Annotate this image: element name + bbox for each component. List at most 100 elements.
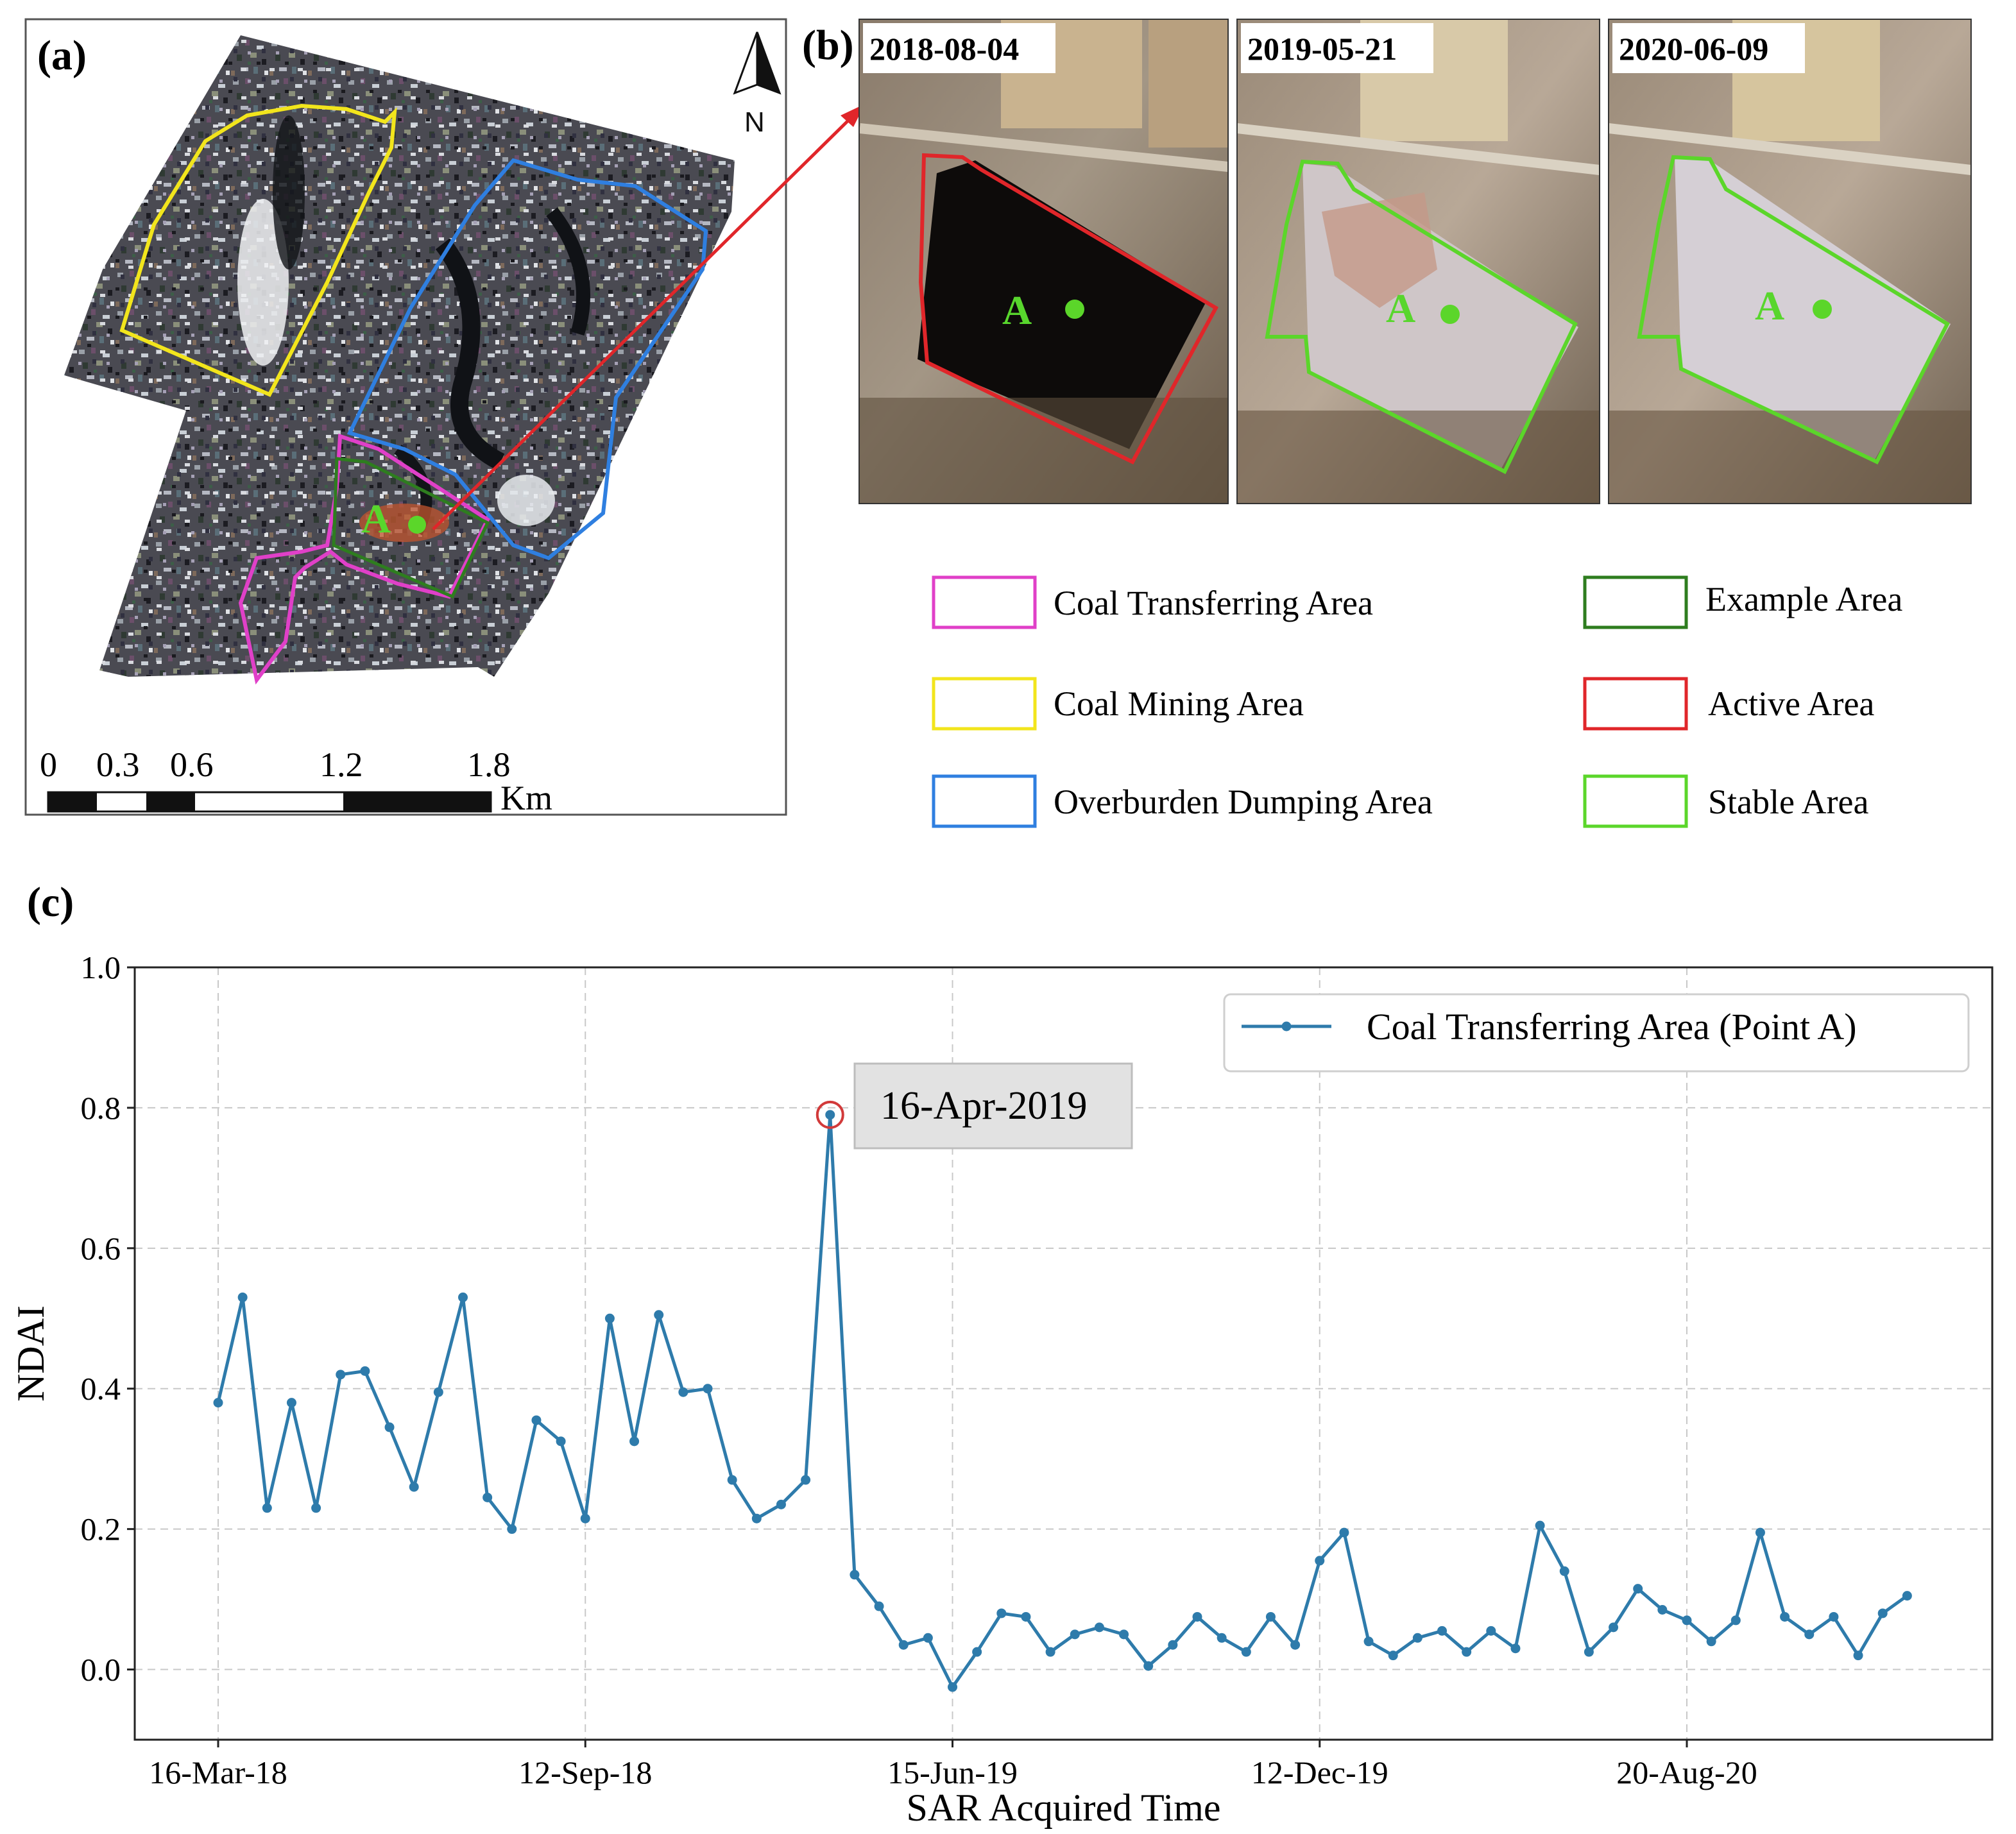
stable-area-outline-2019 — [1265, 159, 1578, 475]
data-point — [1657, 1605, 1668, 1615]
legend-label-overburden: Overburden Dumping Area — [1054, 783, 1433, 821]
data-point — [1829, 1611, 1839, 1622]
data-point — [1339, 1527, 1349, 1538]
data-point — [1265, 1611, 1276, 1622]
peak-annotation-label: 16-Apr-2019 — [880, 1084, 1087, 1128]
panel-a: (a) A N 0 0.3 0.6 — [24, 18, 865, 817]
peak-highlight-circle — [816, 1100, 844, 1129]
north-arrow: N — [733, 31, 782, 138]
data-point — [1217, 1633, 1227, 1643]
data-point — [1363, 1636, 1374, 1647]
data-point — [898, 1640, 909, 1650]
stable-area-outline-2020 — [1637, 155, 1950, 464]
optical-image-2018 — [859, 19, 1228, 504]
point-a-marker-2018 — [1065, 300, 1084, 319]
data-point — [1437, 1626, 1447, 1636]
legend-swatch-active — [1583, 677, 1688, 731]
legend-swatch-coal-mining — [932, 677, 1037, 731]
point-a-marker-2020 — [1813, 300, 1832, 319]
data-point — [1462, 1647, 1472, 1657]
data-point — [1388, 1651, 1398, 1661]
y-tick-label: 0.2 — [81, 1511, 121, 1547]
data-point — [458, 1292, 468, 1302]
data-point — [1119, 1629, 1129, 1640]
data-point — [1584, 1647, 1594, 1657]
data-point — [948, 1682, 957, 1692]
data-point — [923, 1633, 933, 1643]
x-tick-label: 12-Dec-19 — [1251, 1754, 1388, 1790]
y-axis-title: NDAI — [10, 1305, 52, 1402]
data-point — [286, 1398, 296, 1408]
date-label-2020: 2020-06-09 — [1619, 31, 1768, 67]
data-point — [360, 1366, 370, 1376]
data-point — [1730, 1615, 1741, 1626]
optical-frame-2020 — [1608, 19, 1972, 504]
data-point — [556, 1436, 566, 1447]
y-tick-label: 0.8 — [81, 1090, 121, 1126]
scale-bar: 0 0.3 0.6 1.2 1.8 Km — [40, 745, 552, 817]
map-outlines — [119, 103, 708, 685]
point-a-label-2018: A — [1002, 287, 1032, 333]
data-point — [262, 1503, 272, 1513]
data-point — [703, 1384, 713, 1394]
data-point — [1682, 1615, 1692, 1626]
legend-label-stable: Stable Area — [1708, 783, 1868, 821]
data-point — [384, 1422, 395, 1432]
data-point — [531, 1415, 542, 1425]
scale-unit: Km — [500, 779, 552, 817]
legend-label-example: Example Area — [1705, 580, 1902, 618]
chart-legend-box — [1223, 993, 1970, 1073]
ndai-line-chart: 0.0 0.2 0.4 0.6 0.8 1.0 16-Mar-18 12-Sep-18 15-J… — [10, 949, 1994, 1829]
data-point — [1192, 1611, 1202, 1622]
data-point — [1510, 1643, 1521, 1654]
data-point — [1070, 1629, 1080, 1640]
panel-c: (c) 0.0 0.2 0.4 0.6 0.8 1.0 16-Mar-18 12-Sep-18… — [10, 879, 1994, 1829]
data-point — [1168, 1640, 1178, 1650]
data-point — [311, 1503, 321, 1513]
legend-swatch-example — [1583, 575, 1688, 629]
chart-legend-label: Coal Transferring Area (Point A) — [1367, 1006, 1857, 1048]
data-point — [1315, 1556, 1325, 1566]
optical-image-2020 — [1609, 19, 1971, 504]
overburden-dumping-area-outline — [346, 158, 708, 561]
data-point — [433, 1387, 443, 1397]
y-tick-label: 0.0 — [81, 1652, 121, 1688]
point-a-label-map: A — [361, 496, 391, 541]
data-point — [1780, 1611, 1790, 1622]
panel-a-letter: (a) — [37, 32, 87, 79]
data-point — [678, 1387, 688, 1397]
data-point — [825, 1110, 835, 1120]
data-point — [1143, 1661, 1154, 1671]
data-point — [1755, 1527, 1765, 1538]
y-tick-label: 1.0 — [81, 949, 121, 985]
legend-label-coal-mining: Coal Mining Area — [1054, 684, 1304, 723]
data-point — [629, 1436, 640, 1447]
data-point — [237, 1292, 248, 1302]
data-point — [1877, 1608, 1888, 1618]
x-tick-label: 16-Mar-18 — [149, 1754, 287, 1790]
data-point — [727, 1475, 737, 1485]
x-axis-title: SAR Acquired Time — [906, 1787, 1220, 1829]
x-tick-label: 12-Sep-18 — [518, 1754, 652, 1790]
data-point — [1559, 1566, 1569, 1576]
scale-tick-0: 0 — [40, 745, 57, 784]
data-point — [874, 1601, 884, 1611]
data-point — [580, 1513, 590, 1524]
legend-swatch-coal-transferring — [932, 575, 1037, 629]
zoom-connector-line — [432, 113, 856, 531]
y-tick-label: 0.4 — [81, 1371, 121, 1407]
data-point — [776, 1499, 786, 1509]
data-point — [1094, 1622, 1104, 1633]
x-tick-label: 15-Jun-19 — [887, 1754, 1018, 1790]
point-a-label-2019: A — [1386, 285, 1415, 331]
data-point — [483, 1492, 493, 1502]
data-point — [1290, 1640, 1301, 1650]
date-label-2019: 2019-05-21 — [1247, 31, 1397, 67]
data-point — [850, 1570, 860, 1580]
legend-swatch-overburden — [932, 774, 1037, 828]
point-a-marker-map — [408, 516, 426, 534]
scale-tick-1: 0.3 — [96, 745, 140, 784]
data-point — [1706, 1636, 1716, 1647]
data-point — [751, 1513, 762, 1524]
